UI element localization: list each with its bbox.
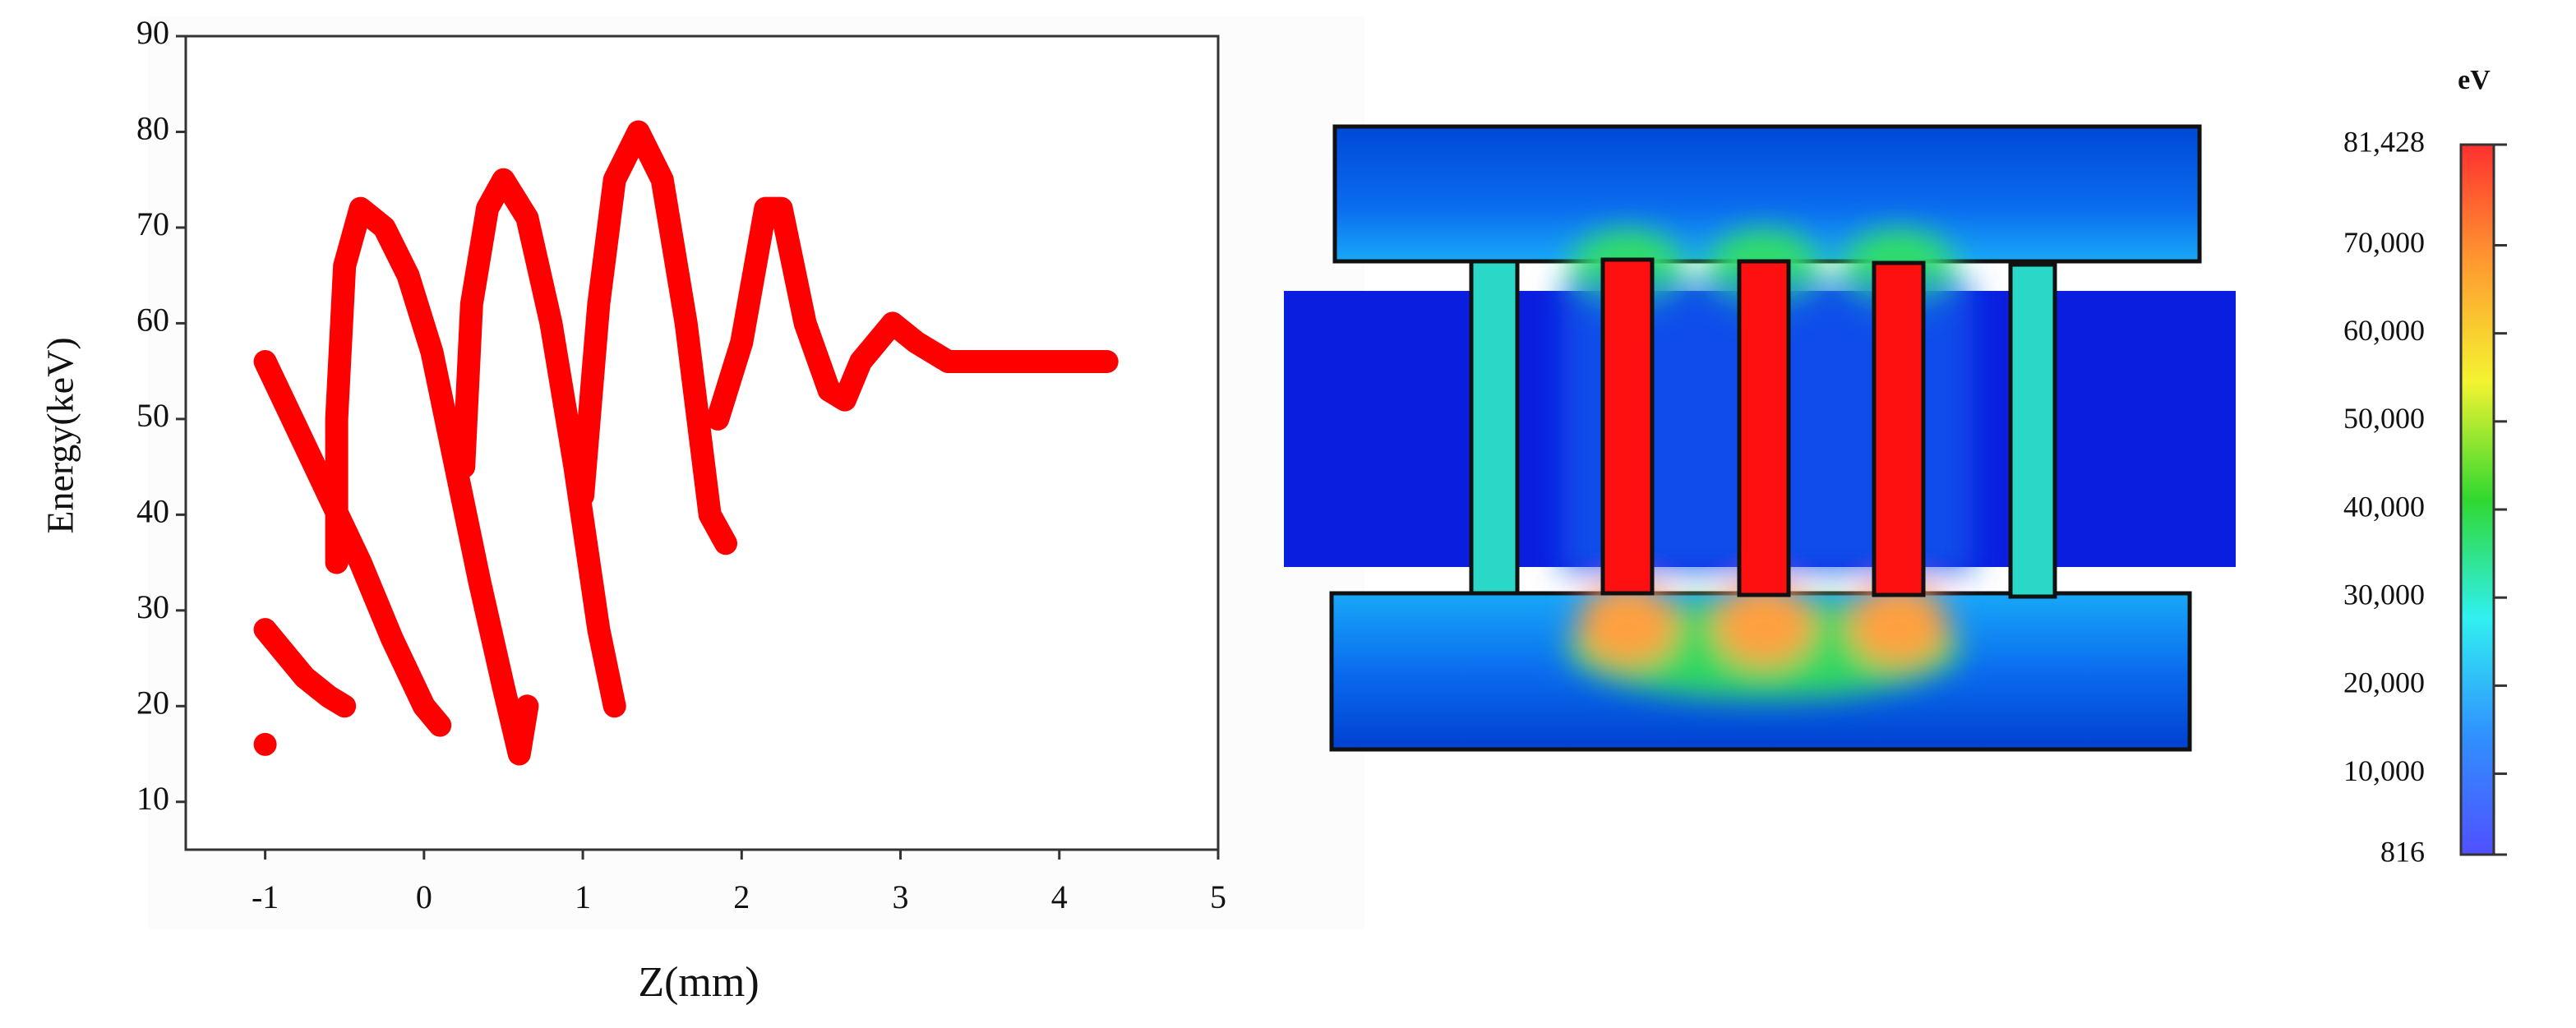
x-tick-label: 4 bbox=[1051, 878, 1068, 915]
colorbar-tick-label: 60,000 bbox=[2343, 314, 2425, 347]
y-tick-label: 40 bbox=[136, 493, 169, 530]
colorbar-tick-label: 70,000 bbox=[2343, 226, 2425, 259]
colorbar bbox=[2459, 143, 2495, 856]
x-axis-label: Z(mm) bbox=[638, 959, 759, 1006]
y-tick-label: 30 bbox=[136, 588, 169, 625]
inner-electrode bbox=[1600, 257, 1655, 596]
y-tick-label: 80 bbox=[136, 110, 169, 147]
end-electrode bbox=[2008, 262, 2057, 599]
inner-electrode bbox=[1737, 259, 1791, 597]
colorbar-tick-label: 20,000 bbox=[2343, 666, 2425, 699]
colorbar-title: eV bbox=[2458, 65, 2491, 95]
field-map bbox=[1284, 124, 2236, 752]
y-tick-label: 70 bbox=[136, 205, 169, 242]
x-tick-label: 5 bbox=[1210, 878, 1226, 915]
particle-band bbox=[253, 120, 1119, 766]
y-axis-label: Energy(keV) bbox=[39, 337, 81, 533]
colorbar-tick-label: 50,000 bbox=[2343, 402, 2425, 435]
x-tick-label: -1 bbox=[252, 878, 279, 915]
colorbar-tick-label: 81,428 bbox=[2343, 125, 2425, 158]
x-tick-label: 1 bbox=[575, 878, 591, 915]
y-tick-label: 10 bbox=[136, 780, 169, 817]
x-tick-label: 3 bbox=[893, 878, 909, 915]
colorbar-tick-label: 30,000 bbox=[2343, 578, 2425, 611]
y-tick-label: 90 bbox=[136, 14, 169, 51]
x-tick-label: 2 bbox=[733, 878, 750, 915]
y-tick-label: 20 bbox=[136, 684, 169, 721]
colorbar-tick-label: 816 bbox=[2380, 835, 2425, 868]
y-tick-label: 50 bbox=[136, 397, 169, 434]
x-tick-label: 0 bbox=[416, 878, 432, 915]
y-tick-label: 60 bbox=[136, 302, 169, 339]
colorbar-tick-label: 10,000 bbox=[2343, 754, 2425, 787]
inner-electrode bbox=[1872, 260, 1926, 597]
colorbar-tick-label: 40,000 bbox=[2343, 490, 2425, 523]
end-electrode bbox=[1469, 259, 1520, 596]
